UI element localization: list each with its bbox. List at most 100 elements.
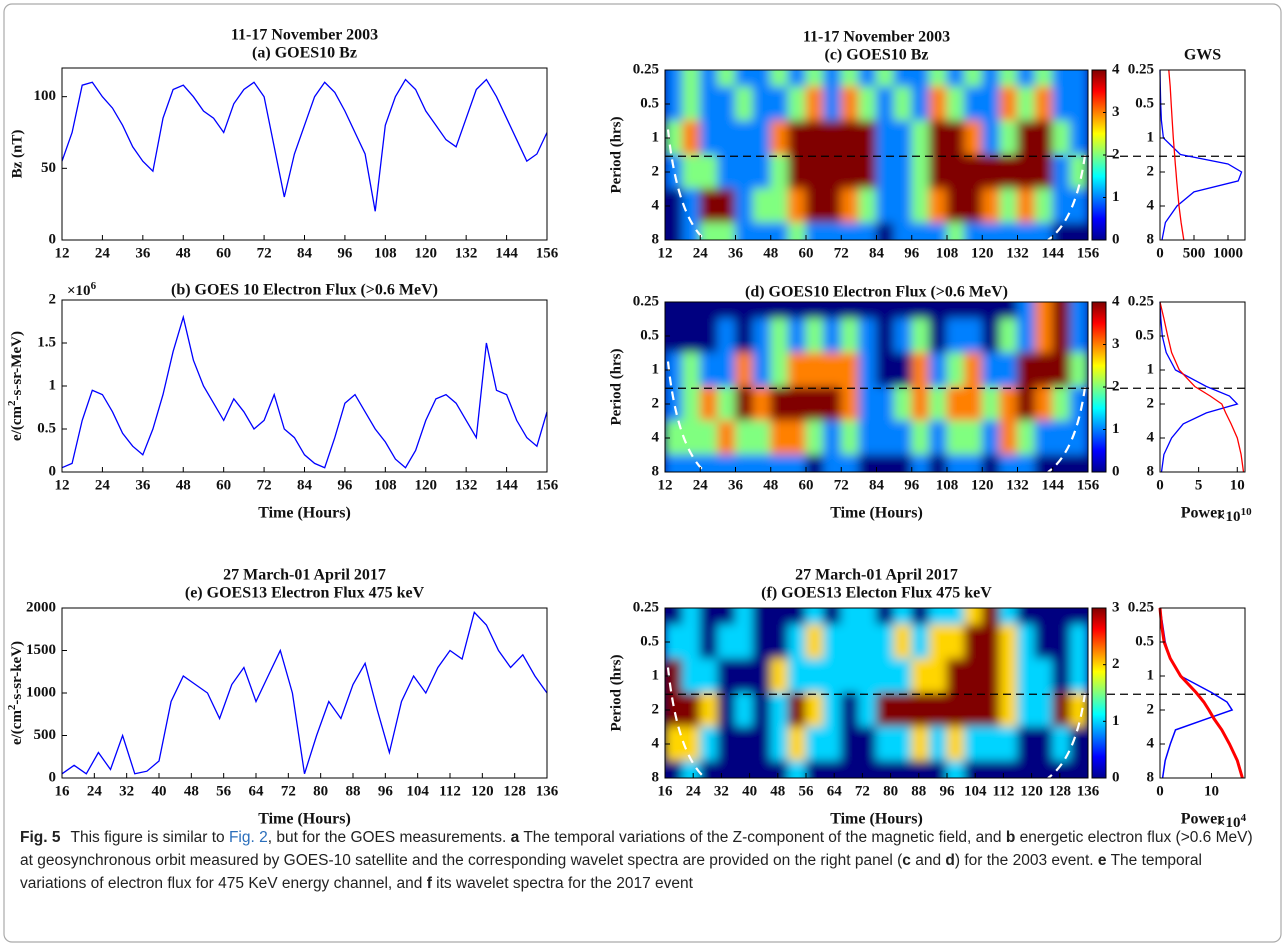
heatmap-cell (665, 188, 684, 224)
heatmap-cell (876, 352, 895, 388)
heatmap-cell (699, 70, 719, 88)
caption: Fig. 5 This figure is similar to Fig. 2, … (20, 826, 1265, 895)
heatmap-cell (1034, 86, 1054, 122)
heatmap-cell (699, 386, 719, 422)
heatmap-cell (665, 760, 684, 778)
heatmap-cell (911, 760, 930, 778)
y-tick-label: 2 (652, 395, 660, 411)
heatmap-cell (893, 86, 913, 122)
heatmap-cell (1052, 222, 1071, 240)
heatmap-cell (770, 120, 789, 156)
heatmap-cell (858, 352, 877, 388)
y-tick-label: 2 (1147, 701, 1155, 717)
heatmap-cell (787, 624, 807, 660)
y-tick-label: 1 (49, 377, 57, 393)
y-axis-label: Period (hrs) (608, 348, 624, 425)
heatmap-cell (858, 386, 877, 422)
heatmap-cell (735, 222, 754, 240)
heatmap-cell (682, 420, 701, 456)
heatmap-cell (1052, 318, 1071, 354)
heatmap-cell (682, 386, 701, 422)
chart-title: (d) GOES10 Electron Flux (>0.6 MeV) (745, 284, 1008, 301)
colorbar-tick-label: 1 (1112, 421, 1120, 437)
heatmap-cell (1034, 692, 1054, 728)
heatmap-cell (964, 222, 983, 240)
heatmap-cell (823, 760, 842, 778)
heatmap-cell (893, 658, 913, 694)
heatmap-cell (981, 86, 1001, 122)
x-tick-label: 24 (693, 477, 709, 493)
heatmap-cell (752, 624, 772, 660)
heatmap-cell (1017, 188, 1036, 224)
y-tick-label: 1 (652, 129, 660, 145)
heatmap-cell (981, 692, 1001, 728)
chart-subtitle: (e) GOES13 Electron Flux 475 keV (185, 585, 425, 602)
x-tick-label: 144 (495, 477, 518, 493)
heatmap-cell (717, 760, 736, 778)
x-tick-label: 40 (152, 783, 167, 799)
x-tick-label: 128 (503, 783, 526, 799)
heatmap-cell (770, 658, 789, 694)
heatmap-cell (717, 302, 736, 320)
y-tick-label: 0.5 (640, 633, 659, 649)
heatmap-cell (1034, 188, 1054, 224)
x-axis-label: Time (Hours) (830, 811, 923, 828)
x-scale-base: ×10 (1217, 815, 1241, 831)
heatmap-cell (840, 86, 860, 122)
x-tick-label: 132 (455, 245, 478, 261)
caption-text: d (945, 852, 955, 869)
heatmap-cell (682, 120, 701, 156)
x-tick-label: 108 (374, 477, 397, 493)
x-tick-label: 72 (257, 245, 272, 261)
heatmap-cell (840, 188, 860, 224)
heatmap-cell (665, 86, 684, 122)
heatmap-cell (752, 454, 772, 472)
heatmap-cell (735, 352, 754, 388)
y-axis-label-part: e/(cm (9, 405, 25, 440)
heatmap-cell (682, 726, 701, 762)
heatmap-cell (858, 692, 877, 728)
heatmap-cell (1034, 154, 1054, 190)
heatmap-cell (876, 726, 895, 762)
x-tick-label: 1000 (1213, 245, 1243, 261)
heatmap-cell (823, 154, 842, 190)
heatmap-cell (1069, 302, 1088, 320)
heatmap-cell (665, 692, 684, 728)
y-tick-label: 0.5 (37, 420, 56, 436)
caption-text: The temporal variations of the Z-compone… (519, 829, 1006, 846)
heatmap-cell (858, 624, 877, 660)
heatmap-cell (735, 760, 754, 778)
heatmap-cell (1034, 70, 1054, 88)
colorbar-tick-label: 3 (1112, 104, 1120, 120)
x-tick-label: 72 (281, 783, 296, 799)
y-tick-label: 2000 (26, 599, 56, 615)
x-scale-base: ×10 (1217, 509, 1241, 525)
heatmap-cell (1017, 420, 1036, 456)
x-tick-label: 84 (869, 245, 885, 261)
y-tick-label: 8 (1147, 463, 1155, 479)
y-tick-label: 0.25 (633, 293, 659, 309)
heatmap-cell (1017, 454, 1036, 472)
heatmap-cell (787, 86, 807, 122)
heatmap-cell (1069, 420, 1088, 456)
heatmap-cell (876, 318, 895, 354)
heatmap-cell (787, 188, 807, 224)
y-tick-label: 2 (49, 291, 57, 307)
heatmap-cell (717, 70, 736, 88)
chart-subtitle: (a) GOES10 Bz (252, 45, 357, 62)
y-tick-label: 0.25 (633, 599, 659, 615)
heatmap-cell (999, 302, 1018, 320)
heatmap-cell (911, 120, 930, 156)
heatmap-cell (735, 386, 754, 422)
x-tick-label: 72 (257, 477, 272, 493)
colorbar-tick-label: 2 (1112, 378, 1120, 394)
caption-text[interactable]: Fig. 2 (228, 829, 268, 846)
heatmap-cell (823, 352, 842, 388)
heatmap-cell (946, 188, 966, 224)
heatmap-cell (981, 420, 1001, 456)
heatmap-cell (999, 760, 1018, 778)
heatmap-cell (1017, 318, 1036, 354)
chart-subtitle: (f) GOES13 Electon Flux 475 keV (761, 585, 992, 602)
heatmap-cell (1069, 386, 1088, 422)
